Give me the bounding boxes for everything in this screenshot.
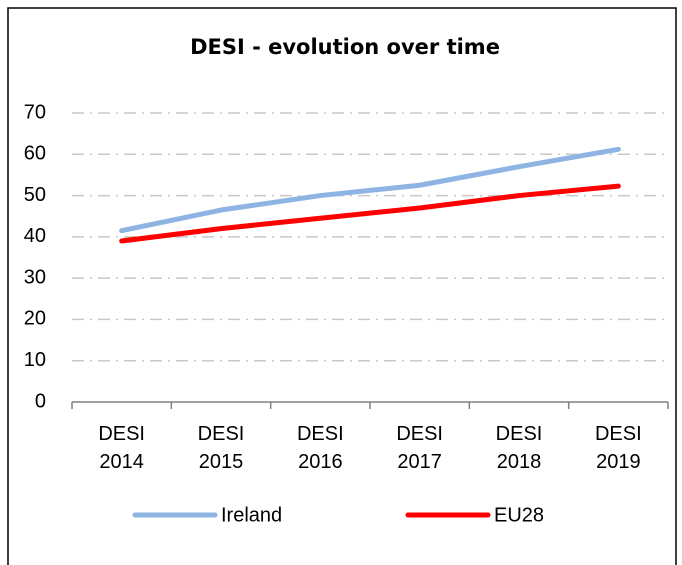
line-series — [119, 146, 621, 234]
x-tick-label: DESI 2015 — [197, 423, 245, 473]
y-tick-label: 60 — [24, 143, 46, 165]
frame — [7, 7, 677, 565]
y-tick-label: 20 — [24, 308, 46, 330]
y-tick-label: 70 — [24, 101, 46, 123]
legend-label: EU28 — [494, 504, 544, 526]
line-series — [119, 183, 621, 244]
y-tick-label: 10 — [24, 349, 46, 371]
x-tick-label: DESI 2017 — [396, 423, 443, 473]
x-tick-label: DESI 2016 — [296, 423, 344, 473]
x-tick-label: DESI 2014 — [98, 423, 145, 473]
y-tick-label: 0 — [35, 390, 46, 412]
x-tick-label: DESI 2019 — [594, 423, 642, 473]
y-tick-label: 40 — [24, 225, 46, 247]
y-tick-label: 30 — [24, 266, 46, 288]
legend-label: Ireland — [221, 504, 282, 526]
y-tick-label: 50 — [24, 184, 46, 206]
chart-title: DESI - evolution over time — [190, 35, 500, 59]
x-tick-label: DESI 2018 — [495, 423, 543, 473]
